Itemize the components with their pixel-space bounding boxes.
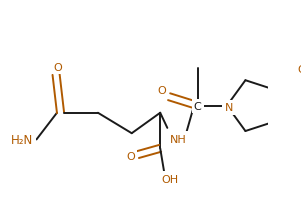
Text: H₂N: H₂N — [11, 133, 33, 146]
Text: NH: NH — [170, 134, 186, 144]
Text: N: N — [225, 103, 233, 113]
Text: OH: OH — [161, 174, 178, 184]
Text: O: O — [158, 85, 166, 95]
Text: O: O — [54, 63, 62, 73]
Text: O: O — [126, 152, 135, 162]
Text: C: C — [194, 101, 201, 111]
Text: O: O — [298, 64, 301, 74]
